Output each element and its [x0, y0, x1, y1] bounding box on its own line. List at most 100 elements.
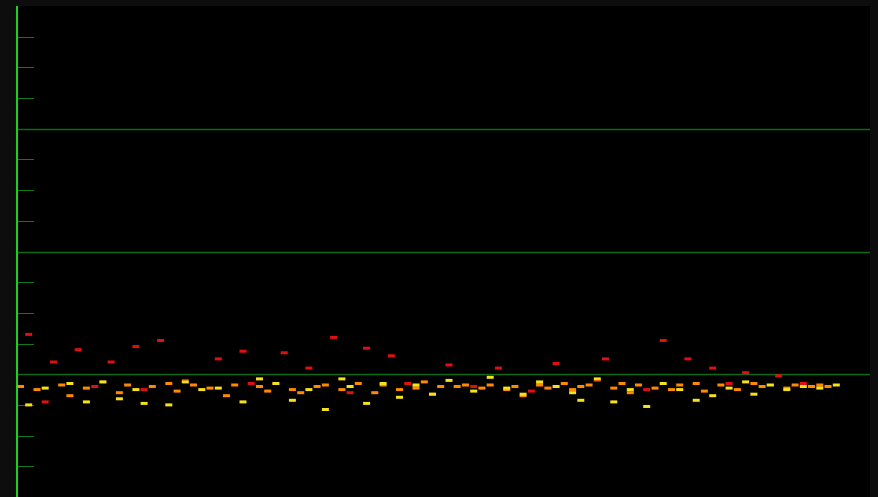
data-point-yellow-28 — [503, 386, 511, 390]
data-point-red-17 — [659, 339, 667, 342]
data-point-orange-61 — [816, 383, 824, 387]
data-point-yellow-29 — [519, 392, 527, 396]
plot-background — [18, 6, 870, 497]
data-marks — [17, 332, 840, 411]
data-point-red-19 — [709, 366, 717, 370]
data-point-orange-41 — [569, 388, 577, 392]
data-point-yellow-2 — [66, 382, 74, 385]
gridlines — [18, 128, 870, 376]
data-point-yellow-41 — [709, 394, 717, 398]
data-point-orange-51 — [692, 382, 700, 385]
data-point-orange-6 — [115, 391, 123, 395]
data-point-orange-13 — [223, 394, 230, 398]
data-point-orange-14 — [231, 383, 239, 387]
data-point-orange-53 — [717, 383, 725, 387]
data-point-orange-52 — [700, 389, 708, 393]
data-point-orange-8 — [148, 385, 156, 388]
data-point-yellow-32 — [569, 391, 577, 395]
data-point-yellow-3 — [82, 400, 90, 404]
data-point-yellow-23 — [412, 383, 420, 387]
data-point-orange-47 — [635, 383, 642, 387]
data-point-yellow-13 — [256, 377, 263, 381]
data-point-red-33 — [725, 382, 733, 385]
data-point-red-24 — [140, 388, 148, 392]
data-point-red-29 — [470, 385, 478, 388]
data-point-yellow-46 — [783, 388, 791, 392]
data-point-orange-19 — [297, 391, 305, 395]
data-point-orange-54 — [733, 388, 741, 392]
data-point-yellow-43 — [742, 380, 750, 384]
data-point-orange-33 — [478, 386, 486, 390]
data-point-yellow-12 — [239, 400, 247, 404]
data-point-yellow-45 — [766, 383, 774, 387]
data-point-yellow-34 — [593, 377, 601, 381]
data-point-red-32 — [643, 388, 651, 392]
data-point-red-2 — [74, 348, 82, 352]
data-point-yellow-21 — [379, 382, 387, 385]
data-point-red-0 — [25, 332, 33, 336]
data-point-yellow-6 — [132, 388, 140, 392]
data-point-red-10 — [330, 335, 338, 339]
data-point-yellow-10 — [198, 388, 206, 392]
data-point-yellow-38 — [659, 382, 667, 385]
data-point-yellow-0 — [25, 403, 33, 407]
data-point-yellow-18 — [338, 377, 346, 381]
data-point-orange-42 — [577, 385, 585, 388]
data-point-yellow-5 — [115, 397, 123, 401]
data-point-red-15 — [552, 362, 560, 365]
data-point-yellow-15 — [288, 398, 296, 402]
data-point-red-27 — [346, 391, 354, 395]
data-point-red-30 — [527, 389, 535, 393]
data-point-yellow-22 — [396, 395, 403, 399]
data-point-red-16 — [602, 357, 609, 361]
data-point-yellow-40 — [692, 398, 700, 402]
data-point-orange-1 — [33, 388, 41, 392]
data-point-red-28 — [404, 382, 412, 385]
data-point-yellow-1 — [41, 386, 49, 390]
data-point-yellow-17 — [321, 408, 329, 411]
data-point-orange-40 — [560, 382, 568, 385]
data-point-orange-55 — [750, 382, 758, 385]
data-point-red-3 — [107, 360, 115, 364]
data-point-orange-48 — [651, 386, 659, 390]
data-point-orange-24 — [371, 391, 379, 395]
data-point-orange-36 — [511, 385, 519, 388]
data-point-orange-2 — [58, 383, 66, 387]
data-point-red-18 — [684, 357, 692, 361]
data-point-orange-43 — [585, 383, 593, 387]
data-point-yellow-20 — [363, 401, 371, 405]
data-point-yellow-48 — [816, 386, 824, 390]
data-point-orange-50 — [676, 383, 684, 387]
data-point-red-1 — [50, 360, 57, 364]
data-point-orange-32 — [462, 383, 469, 387]
data-point-red-7 — [239, 349, 247, 353]
data-point-orange-7 — [124, 383, 132, 387]
data-point-yellow-30 — [536, 380, 544, 384]
data-point-orange-30 — [437, 385, 445, 388]
data-point-yellow-9 — [181, 380, 189, 384]
data-point-orange-16 — [264, 389, 272, 393]
data-point-orange-15 — [256, 385, 263, 388]
data-point-yellow-7 — [140, 401, 148, 405]
data-point-yellow-37 — [643, 405, 651, 408]
data-point-yellow-42 — [725, 386, 733, 390]
data-point-orange-62 — [824, 385, 832, 388]
data-point-yellow-36 — [626, 388, 634, 392]
data-point-orange-21 — [321, 383, 329, 387]
data-point-yellow-31 — [552, 385, 560, 388]
data-point-orange-38 — [536, 383, 544, 387]
data-point-yellow-14 — [272, 382, 280, 385]
data-point-orange-0 — [17, 385, 24, 388]
data-point-orange-10 — [173, 389, 181, 393]
data-point-red-4 — [132, 345, 140, 349]
data-point-orange-18 — [288, 388, 296, 392]
data-point-yellow-35 — [610, 400, 618, 404]
data-point-orange-22 — [338, 388, 346, 392]
data-point-orange-20 — [313, 385, 321, 388]
data-point-yellow-26 — [470, 389, 478, 393]
data-point-orange-49 — [668, 388, 675, 392]
data-point-orange-56 — [758, 385, 766, 388]
data-point-orange-34 — [486, 383, 494, 387]
data-point-yellow-24 — [429, 392, 436, 396]
